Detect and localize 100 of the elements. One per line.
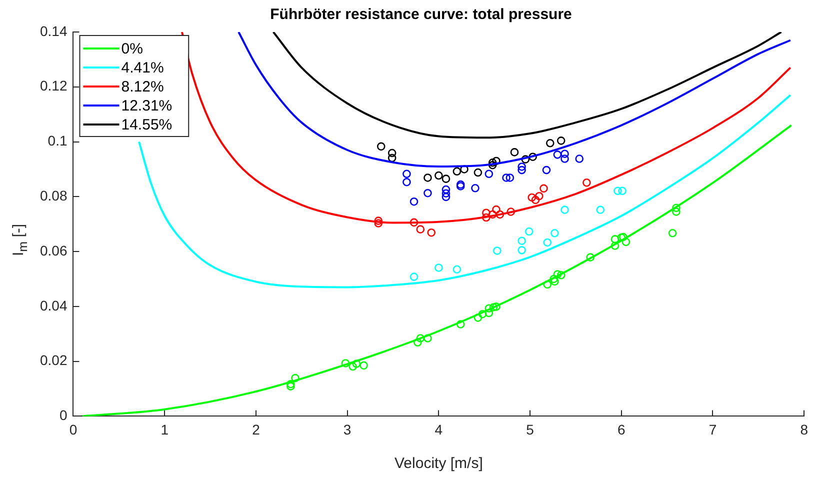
point xyxy=(506,208,515,216)
point xyxy=(291,374,300,382)
x-axis-title: Velocity [m/s] xyxy=(394,455,483,472)
point xyxy=(456,182,465,190)
point xyxy=(460,165,468,174)
point xyxy=(531,196,540,204)
point xyxy=(560,206,569,214)
point xyxy=(550,274,558,284)
point xyxy=(610,242,620,250)
point xyxy=(424,188,432,198)
point xyxy=(560,150,569,158)
point xyxy=(424,174,432,182)
y-tick-label: 0.04 xyxy=(40,297,68,314)
x-tick-label: 4 xyxy=(434,421,443,438)
point xyxy=(414,338,422,347)
point xyxy=(672,208,680,216)
line-series xyxy=(238,32,792,168)
point xyxy=(575,154,584,163)
x-tick-label: 1 xyxy=(160,421,169,438)
point xyxy=(528,193,536,202)
point xyxy=(482,213,490,222)
point xyxy=(416,334,425,342)
point xyxy=(474,168,482,177)
y-tick-label: 0.02 xyxy=(40,352,68,368)
point xyxy=(619,232,628,242)
point xyxy=(550,229,559,238)
point xyxy=(550,277,559,286)
point xyxy=(502,174,510,182)
point xyxy=(456,180,465,189)
point xyxy=(442,174,450,183)
point xyxy=(410,197,418,206)
point xyxy=(388,154,396,162)
point xyxy=(582,178,591,187)
point xyxy=(341,359,350,368)
y-tick-label: 0.06 xyxy=(40,242,68,258)
point xyxy=(484,170,494,178)
point xyxy=(478,310,487,318)
x-tick-label: 5 xyxy=(526,421,534,438)
point xyxy=(442,185,450,194)
point xyxy=(374,216,383,225)
point xyxy=(484,304,494,312)
point xyxy=(434,264,443,272)
point xyxy=(471,184,480,192)
point xyxy=(442,189,450,198)
point xyxy=(586,253,594,262)
chart-title: Führböter resistance curve: total pressure xyxy=(270,6,572,24)
point xyxy=(286,382,295,390)
point xyxy=(518,236,526,245)
point xyxy=(672,204,680,212)
point xyxy=(489,303,498,312)
point xyxy=(617,233,626,242)
point xyxy=(492,246,502,255)
point xyxy=(442,192,450,202)
point xyxy=(492,205,500,214)
point xyxy=(452,167,462,176)
point xyxy=(360,361,368,370)
point xyxy=(546,138,554,148)
point xyxy=(518,246,526,254)
point xyxy=(488,158,497,167)
point xyxy=(518,166,526,174)
point xyxy=(668,229,677,238)
y-tick-label: 0.14 xyxy=(40,22,68,39)
legend-label: 14.55% xyxy=(121,116,172,134)
point xyxy=(496,210,504,219)
point xyxy=(553,270,562,278)
point xyxy=(410,218,418,227)
point xyxy=(427,228,436,237)
point xyxy=(402,170,411,178)
point xyxy=(456,320,465,328)
point xyxy=(610,235,620,244)
y-tick-label: 0.1 xyxy=(48,132,68,149)
legend-label: 8.12% xyxy=(121,78,164,96)
point xyxy=(474,314,482,322)
legend-label: 0% xyxy=(121,40,143,58)
point xyxy=(543,238,552,247)
y-tick-label: 0.08 xyxy=(40,188,68,204)
point xyxy=(352,360,361,368)
point xyxy=(560,154,569,163)
point xyxy=(484,308,494,318)
point xyxy=(482,208,490,217)
point xyxy=(416,225,425,234)
point xyxy=(388,148,396,158)
point xyxy=(374,219,383,228)
point xyxy=(402,178,411,186)
point xyxy=(553,150,562,159)
x-tick-label: 6 xyxy=(617,421,626,438)
x-tick-label: 3 xyxy=(343,421,352,438)
point xyxy=(556,136,566,145)
y-tick-label: 0 xyxy=(59,407,68,424)
point xyxy=(488,210,497,219)
point xyxy=(376,142,386,151)
x-tick-label: 0 xyxy=(69,421,78,438)
point xyxy=(614,186,622,196)
legend-label: 12.31% xyxy=(121,98,172,115)
point xyxy=(492,302,500,311)
point xyxy=(434,171,443,180)
x-tick-label: 8 xyxy=(800,421,808,438)
line-series xyxy=(272,32,782,139)
point xyxy=(543,280,552,289)
point xyxy=(518,162,526,171)
